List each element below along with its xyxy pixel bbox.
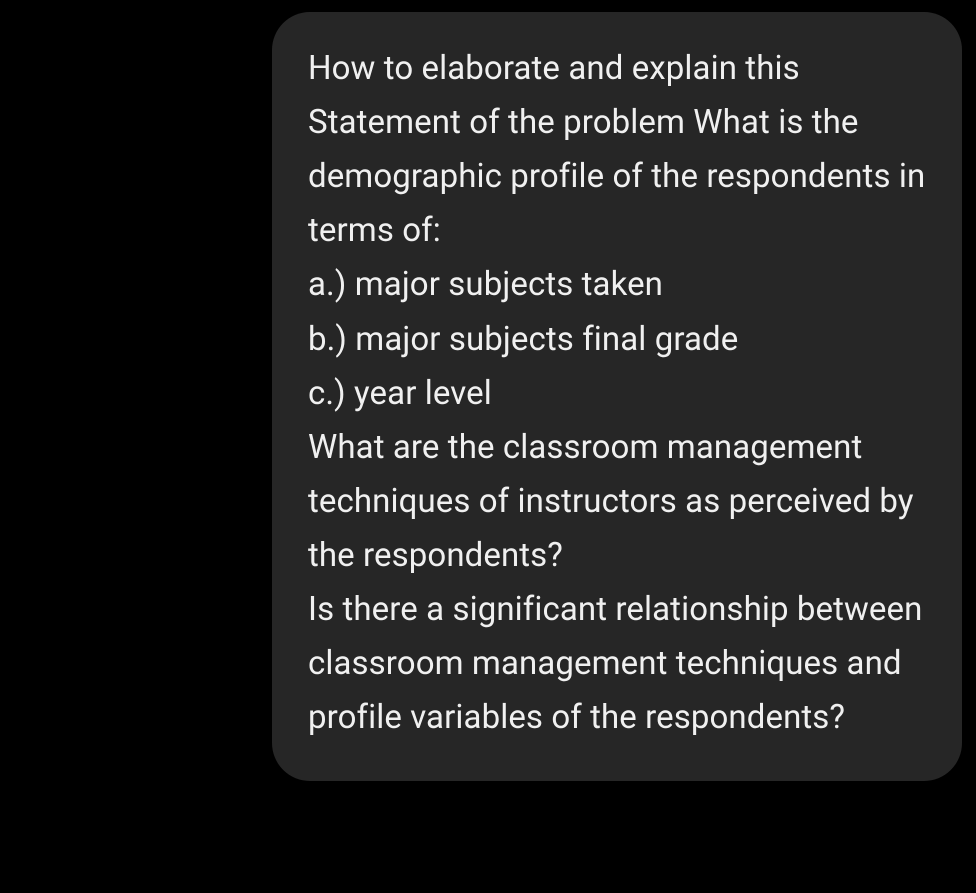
message-question-2: What are the classroom management techni…: [308, 421, 926, 583]
message-item-a: a.) major subjects taken: [308, 258, 926, 312]
chat-message-bubble[interactable]: How to elaborate and explain this Statem…: [272, 12, 962, 781]
message-item-c: c.) year level: [308, 367, 926, 421]
message-question-3: Is there a significant relationship betw…: [308, 583, 926, 745]
message-intro-text: How to elaborate and explain this Statem…: [308, 42, 926, 258]
message-item-b: b.) major subjects final grade: [308, 313, 926, 367]
